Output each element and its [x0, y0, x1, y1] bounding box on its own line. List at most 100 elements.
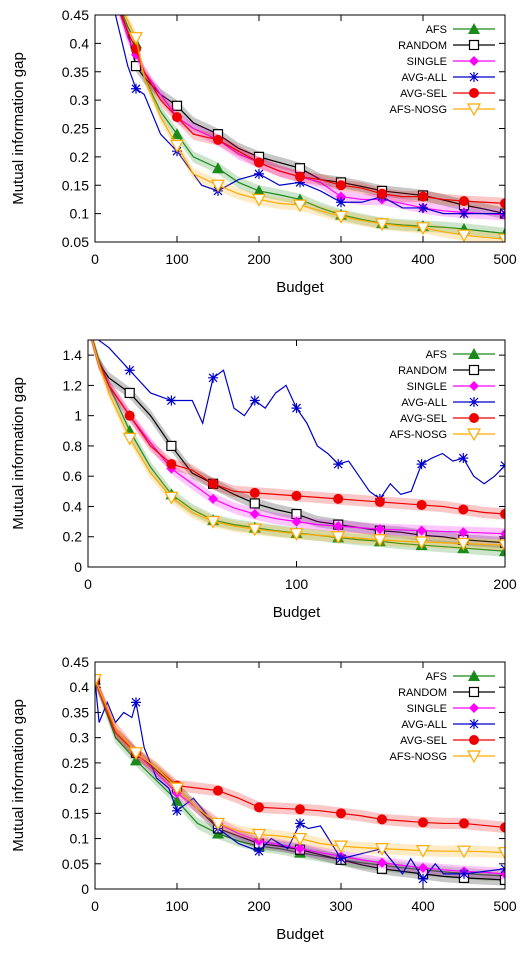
marker-triangle-down	[497, 847, 505, 860]
series-afs-nosg	[122, 15, 505, 242]
y-tick-label: 0.15	[62, 177, 89, 193]
x-tick-label: 300	[329, 898, 353, 914]
marker-star	[295, 177, 305, 188]
marker-star	[459, 208, 469, 219]
x-tick-label: 100	[285, 576, 309, 592]
y-tick-label: 0.15	[62, 805, 89, 821]
marker-star	[172, 805, 182, 816]
y-tick-label: 0.3	[70, 730, 90, 746]
marker-circle	[291, 490, 302, 501]
marker-triangle-down	[456, 229, 472, 242]
legend-label: AVG-SEL	[400, 88, 447, 100]
marker-diamond	[418, 862, 428, 873]
marker-star	[83, 320, 93, 330]
marker-star	[295, 818, 305, 829]
y-tick-label: 0.25	[62, 755, 89, 771]
marker-diamond	[377, 857, 387, 868]
marker-star	[336, 197, 346, 208]
marker-triangle-down	[128, 747, 144, 761]
marker-circle	[500, 509, 505, 520]
x-tick-label: 100	[165, 898, 189, 914]
marker-circle	[213, 785, 223, 796]
series-band	[118, 15, 505, 221]
marker-star	[166, 395, 177, 406]
marker-triangle	[212, 162, 224, 174]
legend-label: AVG-ALL	[401, 719, 447, 731]
legend-label: AFS-NOSG	[390, 104, 447, 116]
series-line	[91, 340, 505, 515]
marker-circle	[416, 499, 427, 510]
marker-triangle	[468, 23, 480, 34]
y-tick-label: 0.4	[63, 498, 83, 514]
plot-area	[95, 673, 505, 886]
marker-square	[468, 686, 480, 698]
y-axis-label: Mutual information gap	[10, 377, 27, 530]
marker-diamond	[469, 381, 479, 391]
chart-3: 0 100 200 300 400 500 0 0.05 0.1 0.15 0.2 0.25 0.3 0.…	[10, 654, 517, 943]
marker-square	[166, 440, 177, 452]
y-tick-label: 0.45	[62, 654, 89, 670]
marker-diamond	[469, 703, 479, 713]
chart-2: 0 100 200 0 0.2 0.4 0.6 0.8 1 1.2 1.4 Budget Mutual …	[10, 320, 517, 621]
x-tick-label: 0	[91, 898, 99, 914]
x-tick-label: 100	[165, 251, 189, 267]
legend-label: AVG-SEL	[400, 735, 447, 747]
marker-triangle	[253, 184, 265, 196]
series-afs-nosg	[95, 673, 505, 860]
series-avg-all	[114, 15, 505, 219]
marker-star	[418, 873, 428, 884]
series-line	[114, 15, 505, 215]
marker-diamond	[500, 868, 505, 879]
x-axis-label: Budget	[276, 279, 324, 296]
marker-triangle-down	[95, 674, 103, 687]
x-tick-label: 500	[493, 251, 517, 267]
y-tick-label: 0.35	[62, 704, 89, 720]
legend-label: AFS	[426, 349, 447, 361]
legend-label: AVG-ALL	[401, 397, 447, 409]
marker-circle	[333, 493, 344, 504]
marker-triangle-down	[210, 179, 226, 193]
legend-label: SINGLE	[407, 381, 447, 393]
legend-label: AFS-NOSG	[390, 429, 447, 441]
marker-star	[208, 372, 219, 383]
marker-circle	[124, 410, 135, 421]
x-tick-label: 400	[411, 251, 435, 267]
marker-triangle-down	[206, 515, 221, 529]
marker-circle	[336, 808, 346, 819]
marker-triangle-down	[415, 222, 431, 236]
y-tick-label: 0.2	[63, 529, 83, 545]
legend-label: AFS-NOSG	[390, 751, 447, 763]
marker-circle	[500, 822, 505, 833]
marker-triangle-down	[497, 233, 505, 242]
x-axis-label: Budget	[276, 926, 324, 943]
y-axis-label: Mutual information gap	[10, 52, 27, 205]
legend-label: AFS	[426, 671, 447, 683]
marker-circle	[295, 804, 305, 815]
marker-circle	[469, 735, 479, 745]
marker-triangle-down	[466, 750, 482, 764]
y-tick-label: 0.6	[63, 468, 83, 484]
marker-circle	[458, 504, 469, 515]
x-tick-label: 0	[84, 576, 92, 592]
series-afs-nosg	[90, 340, 505, 553]
series-band	[90, 340, 505, 520]
marker-square	[499, 874, 505, 886]
y-tick-label: 1.2	[63, 377, 83, 393]
y-tick-label: 0.05	[62, 234, 89, 250]
marker-triangle-down	[466, 103, 482, 117]
legend-label: AVG-ALL	[401, 72, 447, 84]
x-tick-label: 500	[493, 898, 517, 914]
marker-star	[333, 459, 344, 470]
x-tick-label: 200	[247, 251, 271, 267]
marker-circle	[166, 459, 177, 470]
x-tick-label: 400	[411, 898, 435, 914]
y-tick-label: 0.35	[62, 64, 89, 80]
marker-star	[291, 403, 302, 414]
marker-circle	[254, 802, 264, 813]
marker-triangle-down	[372, 534, 387, 548]
y-tick-label: 0.2	[70, 780, 90, 796]
marker-circle	[295, 171, 305, 182]
marker-star	[254, 168, 264, 179]
plot-frame	[87, 339, 506, 568]
